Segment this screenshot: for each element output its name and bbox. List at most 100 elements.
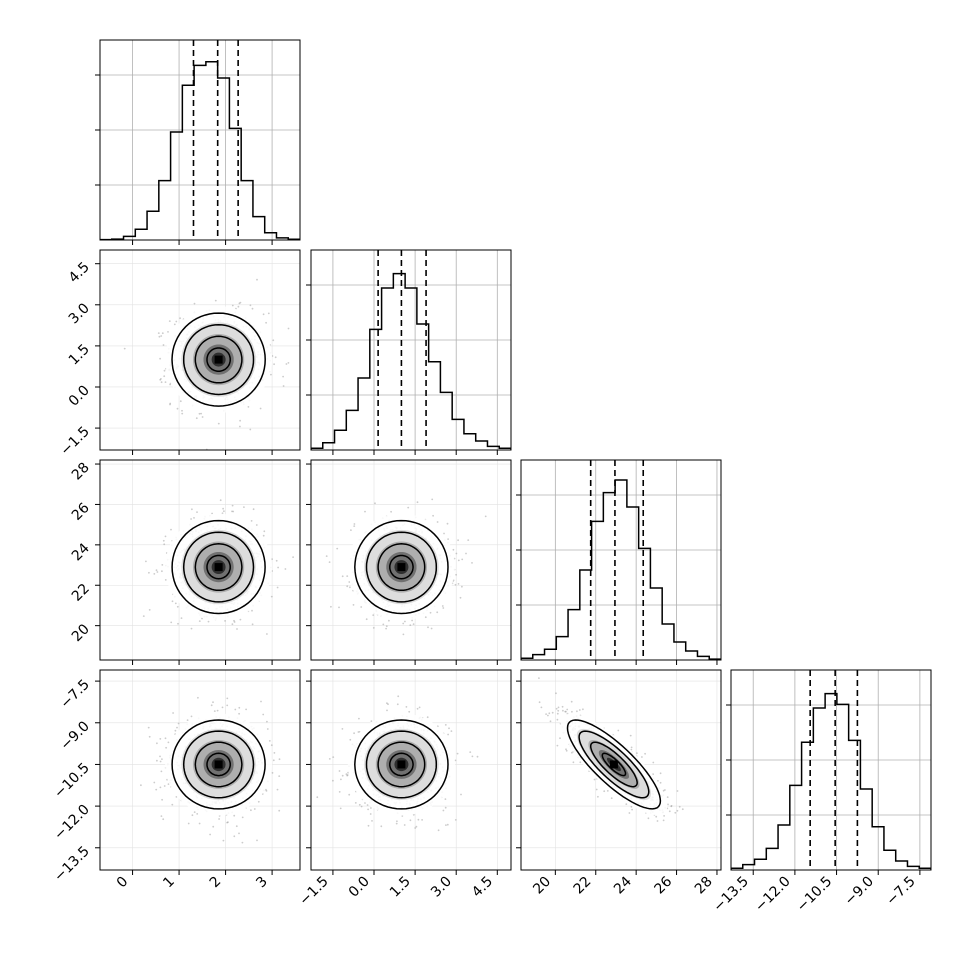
sample-point [176,726,178,729]
sample-point [162,539,165,542]
sample-point [167,331,169,333]
sample-point [156,742,158,745]
sample-point [171,600,174,603]
sample-point [170,528,172,531]
sample-point [418,706,421,709]
sample-point [164,579,167,581]
panel-frame [520,459,722,661]
sample-point [163,543,166,546]
sample-point [354,802,357,804]
sample-point [142,615,145,617]
sample-point [167,783,170,785]
sample-point [233,835,236,838]
sample-point [364,802,366,804]
sample-point [234,708,237,711]
sample-point [148,609,151,611]
sample-point [346,774,349,776]
sample-point [426,716,429,719]
x-tick-label: 1 [160,874,178,892]
sample-point [430,627,433,630]
sample-point [385,625,388,628]
sample-point [140,784,142,787]
sample-point [444,798,447,800]
sample-point [226,697,229,700]
sample-point [239,419,242,422]
sample-point [436,521,439,523]
sample-point [353,523,356,525]
sample-point [255,524,258,526]
sample-point [380,825,383,828]
sample-point [267,312,270,315]
sample-point [341,575,344,578]
contour-line [354,719,449,810]
sample-point [181,409,183,412]
sample-point [456,752,459,755]
x-tick-label: −1.5 [296,874,331,909]
sample-point [336,547,339,550]
sample-point [447,538,449,540]
sample-point [445,824,447,826]
sample-point [364,510,366,513]
sample-point [348,793,351,796]
sample-point [162,344,165,346]
x-tick-label: 0 [114,874,132,892]
sample-point [272,759,275,762]
sample-point [338,770,341,772]
sample-point [249,304,252,307]
sample-point [382,623,385,626]
sample-point [349,738,352,741]
sample-point [161,570,163,573]
density-peak [214,760,223,769]
sample-point [235,825,238,828]
sample-point [374,502,376,505]
sample-point [167,741,170,744]
density-peak [397,760,406,769]
sample-point [163,785,166,787]
panel-3-2: 20 22 24 26 28 [516,669,722,897]
sample-point [238,832,240,835]
x-tick-label: 0.0 [346,874,373,901]
sample-point [562,709,564,712]
sample-point [467,539,470,541]
x-tick-label: 4.5 [469,874,496,901]
sample-point [441,605,444,607]
sample-point [454,819,457,821]
sample-point [572,761,575,764]
sample-point [346,585,349,588]
sample-point [292,556,294,558]
sample-point [411,619,413,622]
contour-line [171,719,266,810]
sample-point [251,623,254,626]
sample-point [424,616,427,619]
sample-point [160,335,163,337]
sample-point [352,604,355,606]
sample-point [274,356,277,359]
sample-point [452,548,455,551]
sample-point [177,622,179,625]
panel-frame [310,249,512,451]
sample-point [349,586,351,589]
y-tick-label: 4.5 [66,259,93,286]
sample-point [431,498,434,501]
panel-2-2 [516,459,722,665]
sample-point [182,456,184,458]
sample-point [416,707,419,710]
sample-point [442,809,445,812]
sample-point [262,313,265,316]
sample-point [273,752,276,754]
sample-point [603,790,606,793]
sample-point [211,512,214,515]
sample-point [153,781,156,784]
sample-point [284,568,287,570]
sample-point [156,571,159,573]
sample-point [461,558,464,561]
panel-frame [310,669,512,871]
contour-line [206,752,231,777]
sample-point [388,619,390,622]
y-tick-label: 20 [69,621,93,645]
sample-point [174,729,177,732]
sample-point [161,798,164,801]
sample-point [402,633,405,636]
sample-point [176,605,179,608]
